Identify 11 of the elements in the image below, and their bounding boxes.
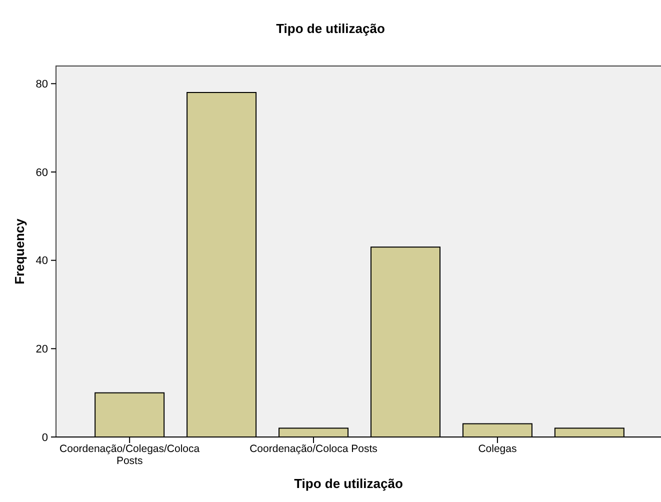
x-tick-label: Colegas xyxy=(478,443,517,455)
y-tick-label: 20 xyxy=(36,344,48,356)
y-tick-label: 0 xyxy=(42,432,48,444)
x-axis-title: Tipo de utilização xyxy=(294,476,403,491)
y-tick-label: 40 xyxy=(36,255,48,268)
x-tick-label: Coordenação/Coloca Posts xyxy=(250,443,378,455)
chart-title: Tipo de utilização xyxy=(276,21,385,36)
y-tick-label: 60 xyxy=(36,166,48,179)
y-tick-label: 80 xyxy=(36,78,48,91)
y-axis-title: Frequency xyxy=(12,218,27,284)
x-tick-label: Coordenação/Colegas/Coloca Posts xyxy=(60,443,200,467)
